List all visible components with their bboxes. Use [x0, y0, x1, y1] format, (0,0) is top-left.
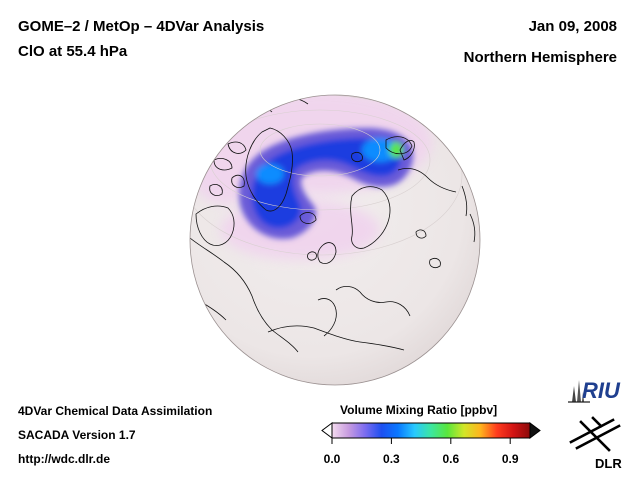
colorbar-title: Volume Mixing Ratio [ppbv] [340, 403, 498, 417]
dlr-logo-text: DLR [595, 456, 622, 471]
colorbar-fill [331, 422, 531, 439]
footer-line-2: SACADA Version 1.7 [18, 428, 136, 442]
globe-outline [189, 94, 481, 386]
colorbar-over-arrow [529, 422, 541, 439]
map-title: GOME–2 / MetOp – 4DVar Analysis [18, 18, 265, 35]
footer-line-1: 4DVar Chemical Data Assimilation [18, 404, 213, 418]
map-subtitle: ClO at 55.4 hPa [18, 43, 128, 60]
footer-url: http://wdc.dlr.de [18, 452, 110, 466]
map-region: Northern Hemisphere [463, 49, 617, 66]
riu-logo-text: RIU [582, 378, 621, 403]
colorbar [321, 422, 541, 444]
colorbar-tick-label: 0.6 [442, 452, 460, 466]
dlr-logo: DLR [569, 416, 622, 471]
riu-logo-mark [568, 380, 590, 403]
dlr-logo-mark [569, 416, 621, 452]
colorbar-tick-label: 0.0 [323, 452, 341, 466]
colorbar-tick-label: 0.9 [501, 452, 519, 466]
colorbar-under-arrow [321, 422, 333, 439]
clo-vortex [239, 128, 414, 239]
map-date: Jan 09, 2008 [528, 18, 617, 35]
colorbar-tick-label: 0.3 [383, 452, 400, 466]
riu-logo: RIU [568, 378, 621, 403]
